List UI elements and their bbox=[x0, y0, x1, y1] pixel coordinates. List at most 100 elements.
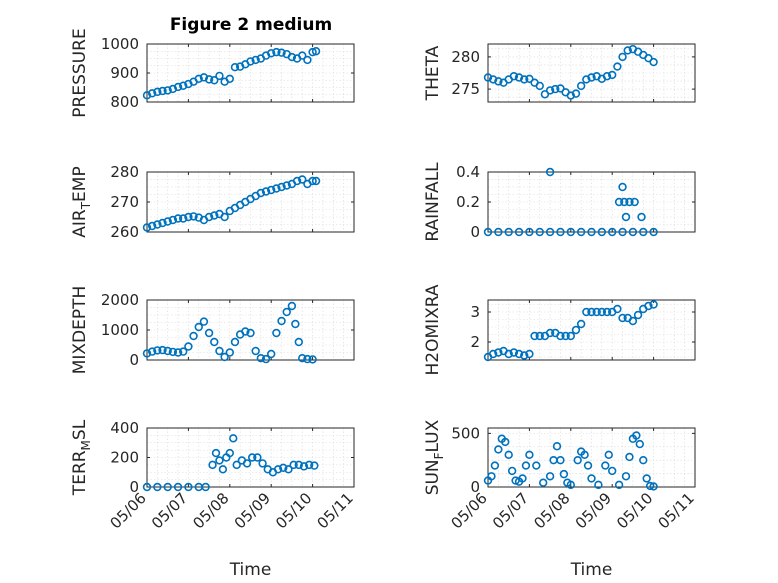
y-tick-label: 280 bbox=[110, 163, 139, 181]
data-point bbox=[566, 480, 575, 490]
data-point bbox=[298, 354, 307, 363]
data-point bbox=[639, 455, 648, 465]
data-point bbox=[298, 51, 307, 60]
data-point bbox=[607, 227, 617, 237]
data-point bbox=[261, 354, 271, 364]
data-point bbox=[535, 331, 544, 341]
data-point bbox=[163, 346, 172, 356]
data-point bbox=[153, 482, 162, 492]
subplot-theta: 275 280 THETA bbox=[423, 43, 696, 103]
data-point bbox=[230, 337, 240, 347]
data-point bbox=[490, 461, 500, 470]
data-point bbox=[587, 227, 596, 237]
data-point bbox=[618, 182, 627, 192]
data-point bbox=[218, 465, 228, 474]
data-point bbox=[571, 89, 581, 98]
data-point bbox=[308, 355, 317, 364]
data-point bbox=[277, 316, 286, 326]
data-point bbox=[628, 227, 638, 237]
data-point bbox=[299, 462, 309, 471]
data-point bbox=[147, 89, 157, 98]
x-tick-label: 05/07 bbox=[148, 489, 191, 532]
y-tick-label: 1000 bbox=[101, 35, 139, 53]
data-point bbox=[644, 301, 653, 311]
data-point bbox=[525, 450, 534, 460]
y-tick-label: 800 bbox=[110, 93, 139, 111]
data-point bbox=[158, 86, 167, 96]
data-point bbox=[576, 81, 586, 91]
y-tick-label: 3 bbox=[470, 303, 480, 321]
data-point bbox=[545, 328, 555, 338]
y-tick-label: 1000 bbox=[101, 321, 139, 339]
data-point bbox=[272, 184, 281, 193]
data-point bbox=[292, 176, 302, 186]
subplot-pressure: 800 900 1000 PRESSURE bbox=[70, 28, 355, 118]
x-tick-label: 05/07 bbox=[489, 489, 532, 532]
x-tick-label: 05/09 bbox=[231, 489, 274, 532]
data-point bbox=[614, 197, 624, 207]
data-point bbox=[267, 185, 276, 195]
data-point bbox=[211, 448, 221, 458]
data-point bbox=[630, 197, 639, 207]
data-point bbox=[289, 460, 298, 470]
data-point bbox=[514, 73, 524, 82]
data-point bbox=[158, 218, 167, 228]
data-point bbox=[294, 337, 303, 347]
data-point bbox=[625, 197, 634, 207]
data-point bbox=[272, 47, 281, 57]
data-point bbox=[649, 227, 658, 237]
data-point bbox=[153, 220, 162, 229]
data-point bbox=[179, 347, 188, 356]
data-point bbox=[173, 214, 183, 223]
data-point bbox=[566, 91, 575, 100]
data-point bbox=[253, 453, 262, 462]
data-point bbox=[173, 348, 183, 357]
y-axis-label: THETA bbox=[423, 45, 443, 101]
data-point bbox=[561, 331, 570, 341]
y-tick-label: 0 bbox=[470, 478, 480, 496]
data-point bbox=[604, 450, 613, 460]
data-point bbox=[494, 348, 503, 357]
data-point bbox=[532, 461, 541, 470]
data-point bbox=[628, 316, 638, 326]
data-point bbox=[487, 472, 496, 481]
data-point bbox=[163, 217, 172, 226]
data-point bbox=[168, 347, 178, 357]
data-point bbox=[556, 455, 565, 465]
data-point bbox=[241, 327, 250, 336]
x-axis-label: Time bbox=[229, 560, 272, 580]
data-point bbox=[551, 84, 560, 94]
data-point bbox=[582, 75, 591, 84]
data-point bbox=[230, 62, 240, 72]
data-point bbox=[587, 73, 596, 82]
data-point bbox=[545, 167, 555, 177]
data-point bbox=[303, 55, 312, 65]
data-point bbox=[576, 319, 586, 329]
data-point bbox=[215, 346, 224, 356]
data-point bbox=[261, 187, 271, 196]
data-point bbox=[179, 81, 188, 90]
data-point bbox=[142, 482, 152, 492]
x-tick-label: 05/10 bbox=[613, 489, 656, 532]
data-point bbox=[576, 227, 586, 237]
figure-title: Figure 2 medium bbox=[170, 15, 332, 35]
data-point bbox=[194, 322, 203, 332]
x-tick-label: 05/08 bbox=[189, 489, 232, 532]
data-point bbox=[525, 227, 534, 237]
data-point bbox=[618, 227, 627, 237]
data-point bbox=[613, 62, 622, 71]
data-point bbox=[199, 317, 209, 326]
data-point bbox=[225, 74, 235, 84]
data-point bbox=[483, 73, 493, 82]
data-point bbox=[258, 459, 267, 468]
data-point bbox=[525, 74, 534, 84]
data-point bbox=[540, 90, 550, 99]
data-point bbox=[147, 221, 157, 231]
data-point bbox=[189, 331, 198, 341]
data-point bbox=[277, 48, 286, 57]
data-point bbox=[521, 461, 531, 470]
y-tick-label: 0 bbox=[129, 478, 139, 496]
y-tick-label: 0 bbox=[129, 351, 139, 369]
